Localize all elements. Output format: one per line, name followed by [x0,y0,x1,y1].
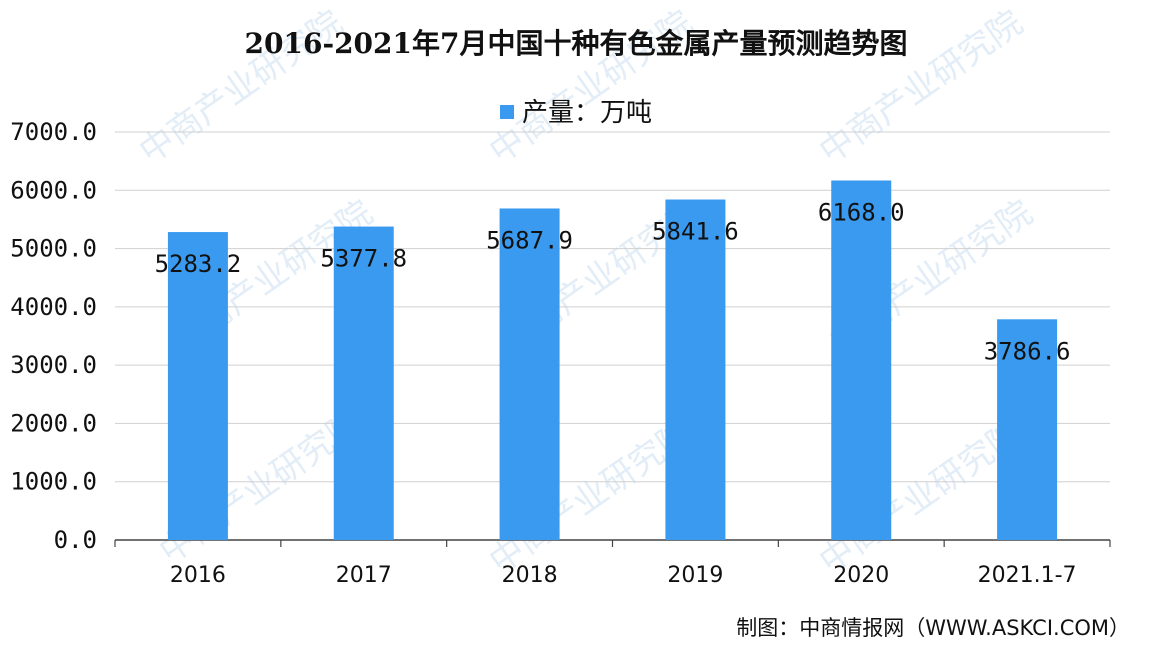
data-label: 5283.2 [155,250,242,278]
x-tick-label: 2020 [833,563,889,588]
chart-title: 2016-2021年7月中国十种有色金属产量预测趋势图 [244,27,908,60]
source-credit: 制图：中商情报网（WWW.ASKCI.COM） [736,616,1130,640]
bar [997,319,1058,540]
x-tick-label: 2019 [667,563,723,588]
x-tick-label: 2017 [336,563,392,588]
data-label: 5687.9 [486,226,573,254]
bar [333,226,394,540]
bar [167,232,228,540]
x-tick-label: 2021.1-7 [978,563,1077,588]
y-tick-label: 4000.0 [10,293,97,321]
y-tick-label: 5000.0 [10,235,97,263]
bar [499,208,560,540]
y-tick-label: 0.0 [54,526,97,554]
data-label: 3786.6 [984,337,1071,365]
bar [831,180,892,540]
y-tick-label: 3000.0 [10,351,97,379]
legend-label: 产量：万吨 [521,98,652,128]
y-tick-label: 1000.0 [10,468,97,496]
y-tick-label: 2000.0 [10,409,97,437]
y-tick-label: 6000.0 [10,176,97,204]
data-label: 5377.8 [320,245,407,273]
y-tick-label: 7000.0 [10,118,97,146]
legend: 产量：万吨 [0,92,1152,129]
legend-swatch [499,105,514,119]
data-label: 5841.6 [652,218,739,246]
bar [665,199,726,540]
x-tick-label: 2018 [502,563,558,588]
data-label: 6168.0 [818,198,905,226]
x-tick-label: 2016 [170,563,226,588]
